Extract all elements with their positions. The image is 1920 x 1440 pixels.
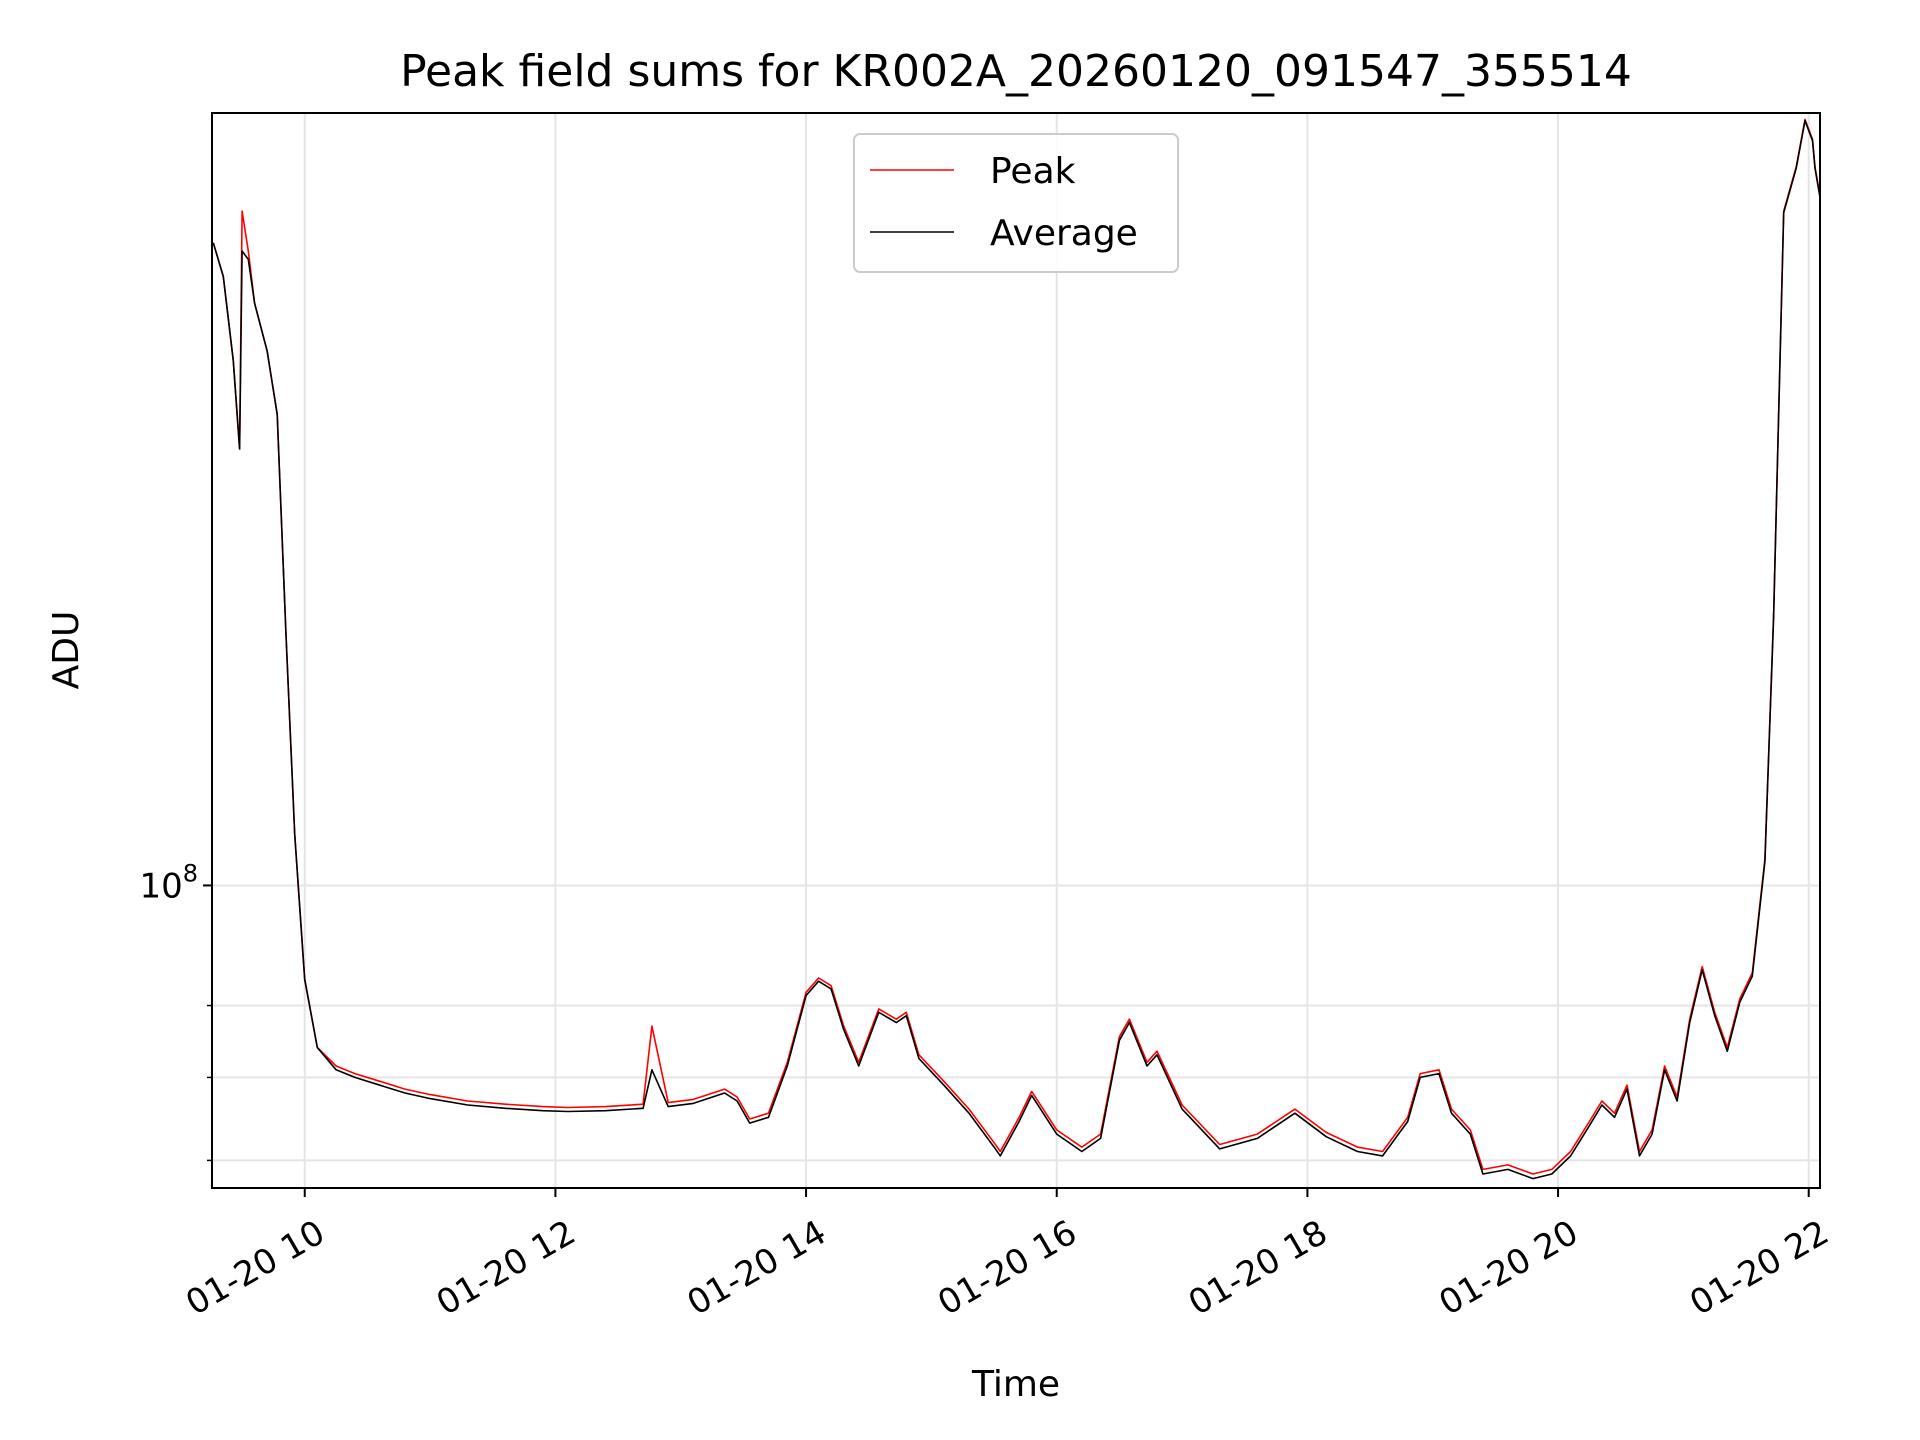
grid-lines	[212, 113, 1820, 1188]
x-axis-title: Time	[971, 1364, 1060, 1405]
plot-area	[212, 118, 1821, 1180]
legend: Peak Average	[853, 133, 1179, 273]
y-axis-title: ADU	[46, 611, 87, 690]
legend-label-peak: Peak	[990, 151, 1076, 192]
series-line-average	[212, 119, 1821, 1180]
plot-frame	[211, 112, 1821, 1189]
chart-title: Peak field sums for KR002A_20260120_0915…	[400, 46, 1632, 97]
y-axis: 108	[139, 859, 212, 1162]
legend-label-average: Average	[990, 213, 1138, 254]
legend-box	[853, 133, 1179, 273]
y-tick-label: 108	[139, 859, 198, 906]
